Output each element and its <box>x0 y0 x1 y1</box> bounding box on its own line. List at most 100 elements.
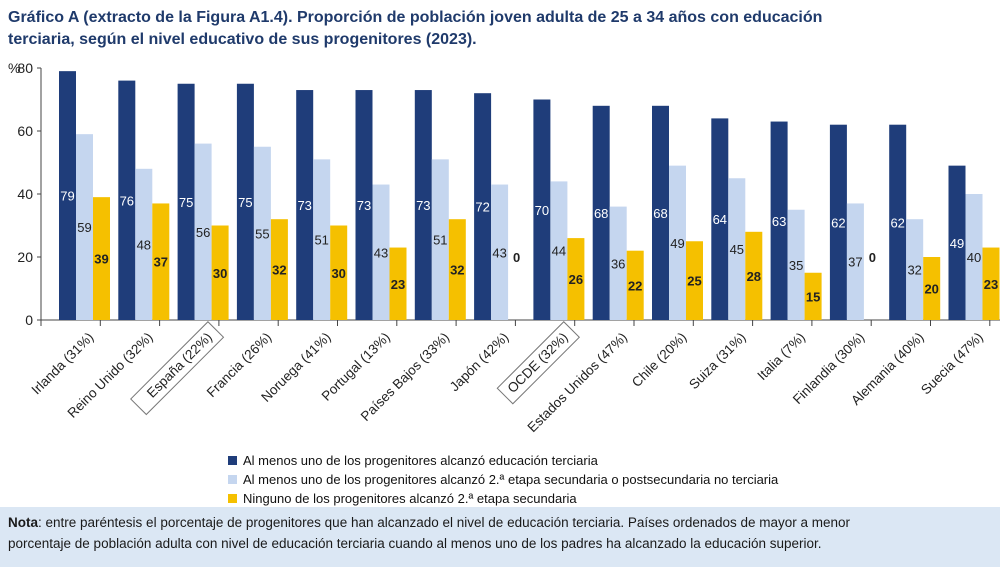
legend-item-series-1: Al menos uno de los progenitores alcanzó… <box>228 451 778 470</box>
bar-2-15 <box>965 194 983 320</box>
bar-3-14 <box>923 257 941 320</box>
bar-value-label: 62 <box>831 215 845 230</box>
bar-2-5 <box>372 184 390 320</box>
bar-3-5 <box>389 247 407 320</box>
bar-3-1 <box>152 203 170 320</box>
bar-1-14 <box>889 124 907 320</box>
legend-item-series-2: Al menos uno de los progenitores alcanzó… <box>228 470 778 489</box>
bar-value-label: 20 <box>924 282 938 297</box>
highlight-box <box>496 321 581 405</box>
legend-swatch-series-3 <box>228 494 237 503</box>
bar-value-label: 72 <box>475 200 489 215</box>
x-category-label: Suiza (31%) <box>686 330 749 393</box>
bar-value-label: 51 <box>314 233 328 248</box>
y-tick-label: 20 <box>17 249 33 265</box>
bar-2-10 <box>669 165 686 320</box>
footnote-label: Nota <box>8 515 38 530</box>
bar-2-0 <box>76 134 93 320</box>
bar-value-label: 35 <box>789 258 803 273</box>
bar-value-label: 59 <box>77 220 91 235</box>
bar-3-3 <box>270 219 288 320</box>
bar-2-9 <box>609 206 627 320</box>
bar-value-label: 0 <box>869 250 876 265</box>
bar-value-label: 0 <box>513 250 520 265</box>
footnote: Nota: entre paréntesis el porcentaje de … <box>8 512 1000 554</box>
bar-value-label: 79 <box>60 189 74 204</box>
title-line-1: Gráfico A (extracto de la Figura A1.4). … <box>8 9 823 26</box>
y-tick-label: 40 <box>17 186 33 202</box>
bar-value-label: 43 <box>492 245 506 260</box>
bar-value-label: 23 <box>984 277 998 292</box>
bar-value-label: 32 <box>907 263 921 278</box>
bar-value-label: 25 <box>687 274 701 289</box>
bar-2-7 <box>491 184 509 320</box>
y-axis-label: % <box>8 60 20 76</box>
bar-2-11 <box>728 178 746 320</box>
bar-1-9 <box>592 105 610 320</box>
bar-value-label: 49 <box>670 236 684 251</box>
footnote-text-1: : entre paréntesis el porcentaje de prog… <box>38 515 851 530</box>
x-category-label: OCDE (32%) <box>505 330 571 396</box>
bar-value-label: 37 <box>848 255 862 270</box>
x-category-label: Suecia (47%) <box>918 330 986 398</box>
bar-value-label: 30 <box>331 266 345 281</box>
bar-2-13 <box>846 203 864 320</box>
bar-2-12 <box>787 209 805 320</box>
bar-2-8 <box>550 181 568 320</box>
x-category-label: Chile (20%) <box>629 330 689 390</box>
legend-label-series-1: Al menos uno de los progenitores alcanzó… <box>243 453 598 468</box>
legend-swatch-series-2 <box>228 475 237 484</box>
x-category-label: Japón (42%) <box>447 330 512 395</box>
bar-value-label: 30 <box>213 266 227 281</box>
y-tick-label: 0 <box>25 312 33 328</box>
bar-1-1 <box>118 80 136 320</box>
bar-1-3 <box>236 83 254 320</box>
y-tick-label: 80 <box>17 60 33 76</box>
bar-1-5 <box>355 90 373 320</box>
bar-2-14 <box>906 219 924 320</box>
bar-value-label: 48 <box>137 237 151 252</box>
bar-value-label: 32 <box>450 263 464 278</box>
footnote-line-1: Nota: entre paréntesis el porcentaje de … <box>8 512 1000 533</box>
bar-value-label: 56 <box>196 225 210 240</box>
bar-3-2 <box>211 225 229 320</box>
bar-1-10 <box>652 105 669 320</box>
bar-value-label: 39 <box>94 252 108 267</box>
bar-1-0 <box>59 71 76 321</box>
bar-2-4 <box>313 159 331 320</box>
bar-value-label: 45 <box>730 242 744 257</box>
bar-value-label: 40 <box>967 250 981 265</box>
bar-value-label: 44 <box>552 244 566 259</box>
bar-value-label: 70 <box>535 203 549 218</box>
bar-value-label: 55 <box>255 226 269 241</box>
bar-1-7 <box>474 93 492 320</box>
note-band <box>0 507 1000 567</box>
bar-value-label: 15 <box>806 289 820 304</box>
bar-value-label: 63 <box>772 214 786 229</box>
bar-value-label: 28 <box>747 269 761 284</box>
bar-3-4 <box>330 225 348 320</box>
bar-1-8 <box>533 99 551 320</box>
x-category-label: Italia (7%) <box>754 330 808 384</box>
bar-value-label: 43 <box>374 245 388 260</box>
legend: Al menos uno de los progenitores alcanzó… <box>228 451 778 508</box>
chart-title: Gráfico A (extracto de la Figura A1.4). … <box>8 7 1000 51</box>
legend-item-series-3: Ninguno de los progenitores alcanzó 2.ª … <box>228 489 778 508</box>
bar-3-15 <box>982 247 1000 320</box>
bar-value-label: 62 <box>890 215 904 230</box>
bar-value-label: 49 <box>950 236 964 251</box>
bar-value-label: 73 <box>357 198 371 213</box>
y-tick-label: 60 <box>17 123 33 139</box>
bar-1-4 <box>296 90 314 320</box>
bar-value-label: 22 <box>628 278 642 293</box>
bar-1-6 <box>414 90 432 320</box>
bar-value-label: 64 <box>713 212 727 227</box>
bar-3-8 <box>567 238 585 320</box>
bar-value-label: 32 <box>272 263 286 278</box>
bar-value-label: 51 <box>433 233 447 248</box>
bar-value-label: 75 <box>238 195 252 210</box>
bar-value-label: 37 <box>154 255 168 270</box>
title-line-2: terciaria, según el nivel educativo de s… <box>8 31 477 48</box>
